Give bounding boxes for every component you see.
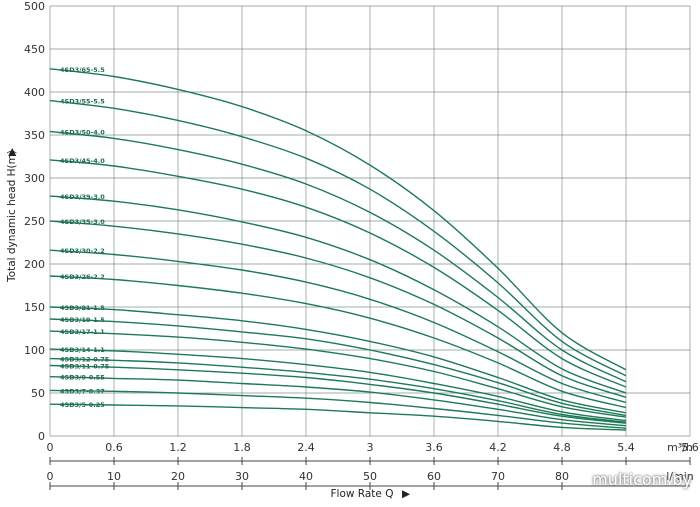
- series-label: 4SD3/50-4.0: [60, 129, 105, 137]
- series-line-4SD3/45-4.0: [49, 159, 627, 388]
- y-tick-label: 250: [24, 215, 45, 228]
- x-tick-label-lmin: 50: [363, 470, 377, 483]
- x-unit-m3h: m³/h: [667, 441, 693, 454]
- series-label: 4SD3/65-5.5: [60, 66, 105, 74]
- series-label: 4SD3/12-0.75: [60, 356, 110, 364]
- series-label: 4SD3/55-5.5: [60, 98, 105, 106]
- series-label: 4SD3/11-0.75: [60, 362, 110, 370]
- x-tick-label-m3h: 0: [47, 441, 54, 454]
- x-tick-label-lmin: 60: [427, 470, 441, 483]
- x-tick-label-lmin: 20: [171, 470, 185, 483]
- x-tick-label-lmin: 40: [299, 470, 313, 483]
- series-label: 4SD3/17-1.1: [60, 328, 105, 336]
- series-label: 4SD3/39-3.0: [60, 193, 105, 201]
- x-tick-label-m3h: 2.4: [297, 441, 315, 454]
- series-line-4SD3/9-0.55: [49, 376, 627, 427]
- x-tick-label-m3h: 5.4: [617, 441, 635, 454]
- x-tick-label-m3h: 0.6: [105, 441, 123, 454]
- series-line-4SD3/21-1.5: [49, 306, 627, 414]
- x-unit-lmin: l/min: [666, 470, 694, 483]
- y-tick-label: 100: [24, 344, 45, 357]
- series-line-4SD3/14-1.1: [49, 348, 627, 422]
- series-label: 4SD3/21-1.5: [60, 304, 105, 312]
- x-tick-label-lmin: 80: [555, 470, 569, 483]
- series-line-4SD3/5-0.25: [49, 403, 627, 431]
- y-tick-label: 150: [24, 301, 45, 314]
- series-line-4SD3/26-2.2: [49, 275, 627, 409]
- x-tick-label-m3h: 1.2: [169, 441, 187, 454]
- series-line-4SD3/35-3.0: [49, 220, 627, 398]
- y-tick-label: 0: [38, 430, 45, 443]
- watermark: multicom.by: [592, 470, 692, 489]
- x-tick-label-lmin: 70: [491, 470, 505, 483]
- series-line-4SD3/39-3.0: [49, 195, 627, 394]
- x-tick-label-m3h: 1.8: [233, 441, 251, 454]
- y-tick-label: 350: [24, 129, 45, 142]
- curve-labels: 4SD3/65-5.5 4SD3/55-5.5 4SD3/50-4.0 4SD3/45…: [60, 66, 110, 409]
- x-tick-label-m3h: 3.6: [425, 441, 443, 454]
- x-tick-label-lmin: 0: [47, 470, 54, 483]
- y-axis-arrow-icon: ▶: [6, 147, 18, 156]
- x-tick-label-m3h: 3: [367, 441, 374, 454]
- x-tick-label-m3h: 4.2: [489, 441, 507, 454]
- series-line-4SD3/11-0.75: [49, 364, 627, 424]
- series-line-4SD3/19-1.5: [49, 318, 627, 417]
- series-label: 4SD3/7-0.37: [60, 387, 105, 395]
- x-tick-label-m3h: 5.6: [681, 441, 699, 454]
- x-tick-label-m3h: 4.8: [553, 441, 571, 454]
- x-axis-title: Flow Rate Q: [331, 488, 394, 500]
- series-line-4SD3/7-0.37: [49, 389, 627, 429]
- series-label: 4SD3/26-2.2: [60, 273, 105, 281]
- x-tick-label-lmin: 30: [235, 470, 249, 483]
- series-line-4SD3/50-4.0: [49, 130, 627, 383]
- series-label: 4SD3/14-1.1: [60, 346, 105, 354]
- series-label: 4SD3/9-0.55: [60, 374, 105, 382]
- y-tick-label: 300: [24, 172, 45, 185]
- x-axis-arrow-icon: ▶: [402, 488, 411, 500]
- curves: [49, 68, 627, 431]
- y-axis-title: Total dynamic head H(m): [6, 150, 18, 283]
- series-label: 4SD3/45-4.0: [60, 157, 105, 165]
- series-line-4SD3/12-0.75: [49, 357, 627, 423]
- series-line-4SD3/30-2.2: [49, 249, 627, 404]
- series-label: 4SD3/35-3.0: [60, 218, 105, 226]
- series-label: 4SD3/30-2.2: [60, 247, 105, 255]
- series-label: 4SD3/5-0.25: [60, 401, 105, 409]
- series-line-4SD3/55-5.5: [49, 99, 627, 377]
- grid: [49, 5, 691, 437]
- y-tick-label: 450: [24, 43, 45, 56]
- y-tick-label: 500: [24, 0, 45, 13]
- series-line-4SD3/65-5.5: [49, 68, 627, 371]
- y-tick-label: 200: [24, 258, 45, 271]
- series-label: 4SD3/19-1.5: [60, 316, 105, 324]
- series-line-4SD3/17-1.1: [49, 330, 627, 418]
- y-tick-label: 50: [31, 387, 45, 400]
- y-tick-label: 400: [24, 86, 45, 99]
- x-tick-label-lmin: 10: [107, 470, 121, 483]
